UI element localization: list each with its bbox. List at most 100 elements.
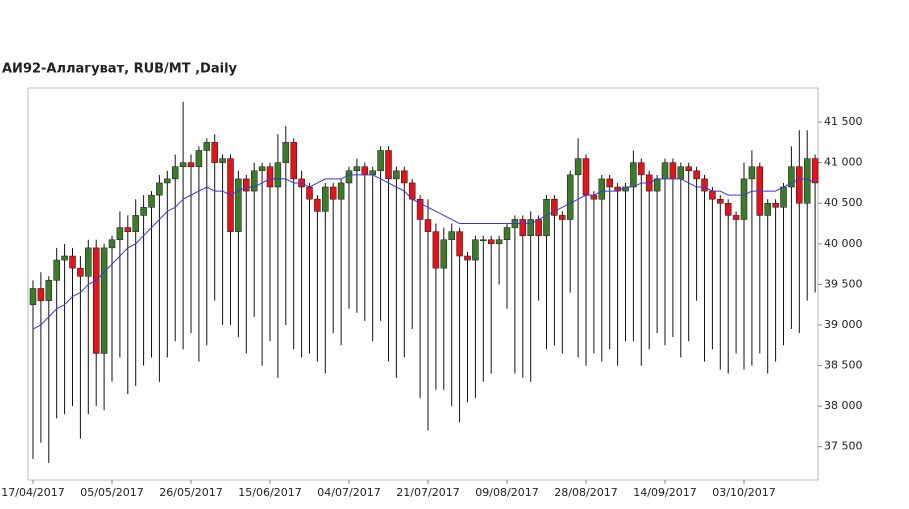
candle-body [243,178,250,192]
candle-body [661,162,669,180]
candle-body [314,198,321,212]
candle-body [85,247,92,277]
candle-body [796,166,803,204]
candle-body [258,166,266,172]
candle-body [693,170,700,180]
candle-body [164,178,171,184]
candle-body [187,162,195,167]
x-tick-label: 28/08/2017 [554,486,617,499]
candle-body [171,166,179,180]
candle-body [140,207,147,216]
candle-body [717,198,724,204]
candle-body [108,239,116,249]
candle-body [740,178,748,220]
candle-body [495,239,503,245]
candle-body [266,166,274,188]
candle-body [724,202,732,216]
x-tick-label: 15/06/2017 [238,486,301,499]
candle-body [37,288,45,301]
candle-body [203,142,211,151]
x-tick-label: 17/04/2017 [1,486,64,499]
candle-body [274,162,282,188]
candle-body [282,142,290,163]
candle-body [424,219,432,232]
candle-body [448,231,455,241]
candle-body [45,280,53,301]
candle-body [503,227,511,241]
candle-body [543,198,550,236]
candle-body [559,215,566,220]
moving-average-line [32,174,816,330]
candle-body [638,162,645,176]
y-tick-label: 39 500 [824,277,863,290]
y-tick-label: 40 500 [824,196,863,209]
candle-body [124,227,132,232]
x-tick-label: 14/09/2017 [633,486,696,499]
candle-body [732,215,740,220]
x-tick-label: 04/07/2017 [317,486,380,499]
candle-body [100,247,108,354]
candle-body [61,255,68,261]
candle-body [487,239,495,245]
candle-body [519,219,527,236]
candle-body [456,231,463,257]
candle-body [685,166,692,172]
candle-body [250,170,258,192]
x-tick-label: 26/05/2017 [159,486,222,499]
candle-body [480,239,487,242]
y-tick-label: 41 500 [824,115,863,128]
candle-body [337,182,345,200]
candle-body [345,170,353,184]
x-tick-label: 21/07/2017 [396,486,459,499]
y-tick-label: 38 000 [824,399,863,412]
candle-body [179,162,187,167]
x-tick-label: 03/10/2017 [712,486,775,499]
candle-body [677,166,685,180]
y-tick-label: 41 000 [824,156,863,169]
candle-body [329,186,337,200]
candle-body [748,166,756,180]
candle-body [416,198,424,220]
candle-body [219,158,226,163]
candle-body [195,150,203,167]
candle-body [290,142,297,180]
candle-body [369,170,376,176]
chart-title: АИ92-Аллагуват, RUB/MT ,Daily [2,62,238,77]
candle-body [535,219,542,236]
candle-body [353,166,361,172]
candle-body [440,239,448,269]
x-tick-label: 09/08/2017 [475,486,538,499]
candle-body [69,255,76,269]
candle-body [132,215,139,232]
candle-body [432,231,440,269]
candle-body [77,267,84,277]
x-tick-label: 05/05/2017 [80,486,143,499]
candle-body [527,219,534,236]
candle-body [574,158,582,176]
y-tick-label: 39 000 [824,318,863,331]
y-tick-label: 40 000 [824,237,863,250]
candle-body [385,150,392,180]
candle-body [235,178,242,232]
candle-body [401,170,408,184]
candle-body [772,202,779,208]
candle-body [764,202,771,216]
candle-body [582,158,590,196]
candle-body [653,178,661,192]
candle-body [148,194,155,208]
candle-body [630,162,637,188]
candle-body [803,158,811,204]
candle-body [701,178,708,192]
candle-body [566,174,574,220]
candle-body [361,166,369,176]
candle-body [590,194,598,200]
candle-body [116,227,124,241]
candle-body [551,198,558,216]
candle-body [464,255,471,261]
candle-body [788,166,795,188]
candle-body [709,190,716,200]
candle-body [92,247,100,354]
candle-body [29,288,37,305]
candle-body [472,239,479,261]
